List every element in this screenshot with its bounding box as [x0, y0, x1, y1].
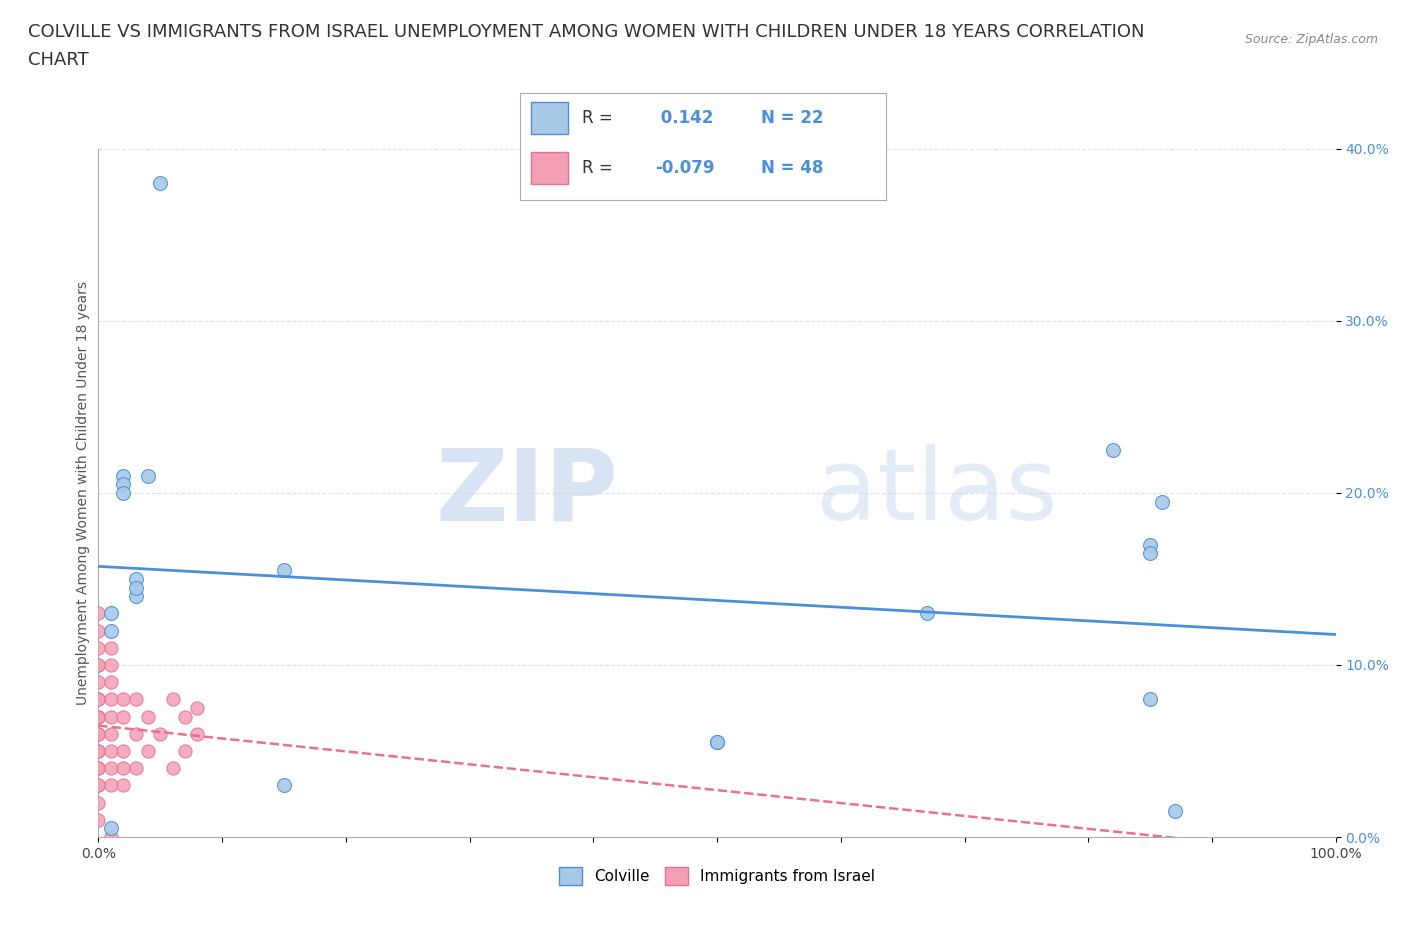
Point [87, 777, 110, 792]
Point [87, 606, 110, 621]
Point [124, 571, 146, 587]
Point [174, 744, 197, 759]
Point [87, 658, 110, 672]
Point [100, 658, 122, 672]
Point [87, 795, 110, 810]
Point [1102, 443, 1125, 458]
Point [87, 640, 110, 655]
Point [1164, 804, 1187, 818]
Point [87, 761, 110, 776]
Text: N = 22: N = 22 [762, 109, 824, 126]
Point [162, 761, 184, 776]
Point [149, 726, 172, 741]
Point [136, 709, 159, 724]
Point [87, 709, 110, 724]
Point [706, 735, 728, 750]
Point [273, 777, 295, 792]
Point [124, 589, 146, 604]
Point [100, 744, 122, 759]
Point [706, 735, 728, 750]
Text: COLVILLE VS IMMIGRANTS FROM ISRAEL UNEMPLOYMENT AMONG WOMEN WITH CHILDREN UNDER : COLVILLE VS IMMIGRANTS FROM ISRAEL UNEMP… [28, 23, 1144, 41]
Point [87, 761, 110, 776]
Text: -0.079: -0.079 [655, 159, 716, 177]
Point [87, 726, 110, 741]
Point [1139, 692, 1161, 707]
Point [1139, 546, 1161, 561]
Bar [531, 152, 568, 184]
Point [100, 709, 122, 724]
Point [87, 675, 110, 690]
Point [273, 563, 295, 578]
Point [174, 709, 197, 724]
Text: N = 48: N = 48 [762, 159, 824, 177]
Point [87, 744, 110, 759]
Point [186, 700, 208, 715]
Point [112, 692, 135, 707]
Point [1139, 538, 1161, 552]
Text: Source: ZipAtlas.com: Source: ZipAtlas.com [1244, 33, 1378, 46]
Point [112, 761, 135, 776]
Point [112, 469, 135, 484]
Point [87, 692, 110, 707]
Point [100, 761, 122, 776]
Point [87, 709, 110, 724]
Point [136, 744, 159, 759]
Point [112, 477, 135, 492]
Point [112, 485, 135, 500]
Point [124, 726, 146, 741]
Bar [531, 101, 568, 134]
Point [87, 658, 110, 672]
Point [124, 761, 146, 776]
Point [87, 744, 110, 759]
Text: 0.142: 0.142 [655, 109, 714, 126]
Point [100, 606, 122, 621]
Point [124, 692, 146, 707]
Point [100, 623, 122, 638]
Point [87, 813, 110, 828]
Point [136, 469, 159, 484]
Text: ZIP: ZIP [436, 445, 619, 541]
Point [87, 726, 110, 741]
Point [149, 176, 172, 191]
Point [100, 777, 122, 792]
Text: R =: R = [582, 109, 613, 126]
Point [87, 777, 110, 792]
Point [100, 821, 122, 836]
Point [124, 580, 146, 595]
Point [100, 675, 122, 690]
Text: R =: R = [582, 159, 613, 177]
Point [87, 692, 110, 707]
Point [1152, 494, 1174, 509]
Y-axis label: Unemployment Among Women with Children Under 18 years: Unemployment Among Women with Children U… [76, 281, 90, 705]
Point [100, 830, 122, 844]
Point [100, 640, 122, 655]
Point [112, 777, 135, 792]
Legend: Colville, Immigrants from Israel: Colville, Immigrants from Israel [553, 860, 882, 891]
Point [87, 709, 110, 724]
Point [162, 692, 184, 707]
Point [917, 606, 939, 621]
Text: CHART: CHART [28, 51, 89, 69]
Point [186, 726, 208, 741]
Point [100, 726, 122, 741]
Point [87, 623, 110, 638]
Point [100, 692, 122, 707]
Text: atlas: atlas [815, 445, 1057, 541]
Point [112, 744, 135, 759]
Point [112, 709, 135, 724]
